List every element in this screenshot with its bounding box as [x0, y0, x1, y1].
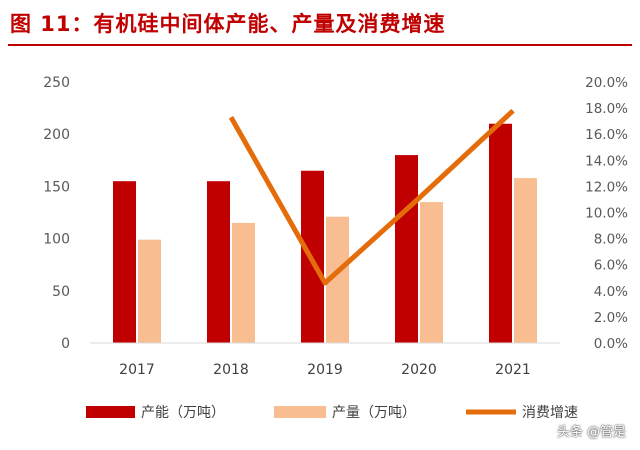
left-axis-tick-label: 200: [43, 127, 70, 143]
right-axis-tick-label: 2.0%: [594, 310, 628, 326]
right-axis-tick-label: 8.0%: [594, 232, 628, 248]
figure-title: 图 11：有机硅中间体产能、产量及消费增速: [10, 12, 446, 36]
legend-output-swatch: [274, 406, 326, 418]
x-axis-tick-label: 2019: [307, 362, 343, 378]
left-axis-tick-label: 50: [52, 284, 70, 300]
legend-growth-label: 消费增速: [522, 405, 578, 421]
right-axis-tick-label: 16.0%: [585, 127, 628, 143]
x-axis-tick-label: 2020: [401, 362, 437, 378]
legend-capacity-swatch: [86, 406, 135, 418]
legend-output-label: 产量（万吨）: [332, 405, 416, 421]
capacity-bar: [113, 181, 136, 343]
right-axis-tick-label: 14.0%: [585, 153, 628, 169]
right-axis-tick-label: 10.0%: [585, 206, 628, 222]
right-axis-tick-label: 20.0%: [585, 75, 628, 91]
title-divider: [8, 44, 632, 46]
capacity-bar: [207, 181, 230, 343]
watermark-text: 头条 @管是: [556, 425, 626, 440]
legend-capacity-label: 产能（万吨）: [141, 405, 225, 421]
right-axis-tick-label: 0.0%: [594, 336, 628, 352]
right-axis-tick-label: 12.0%: [585, 179, 628, 195]
left-axis-tick-label: 150: [43, 179, 70, 195]
right-axis-tick-label: 6.0%: [594, 258, 628, 274]
right-axis-tick-label: 4.0%: [594, 284, 628, 300]
left-axis-tick-label: 0: [61, 336, 70, 352]
growth-rate-line: [228, 108, 515, 286]
right-axis-tick-label: 18.0%: [585, 101, 628, 117]
x-axis-tick-label: 2017: [119, 362, 155, 378]
left-axis-tick-label: 250: [43, 75, 70, 91]
output-bar: [326, 216, 349, 343]
output-bar: [138, 239, 161, 343]
output-bar: [514, 178, 537, 343]
capacity-bar: [489, 123, 512, 343]
left-axis-tick-label: 100: [43, 232, 70, 248]
x-axis-tick-label: 2021: [495, 362, 531, 378]
output-bar: [420, 202, 443, 343]
x-axis-tick-label: 2018: [213, 362, 249, 378]
capacity-bar: [395, 155, 418, 343]
output-bar: [232, 222, 255, 343]
